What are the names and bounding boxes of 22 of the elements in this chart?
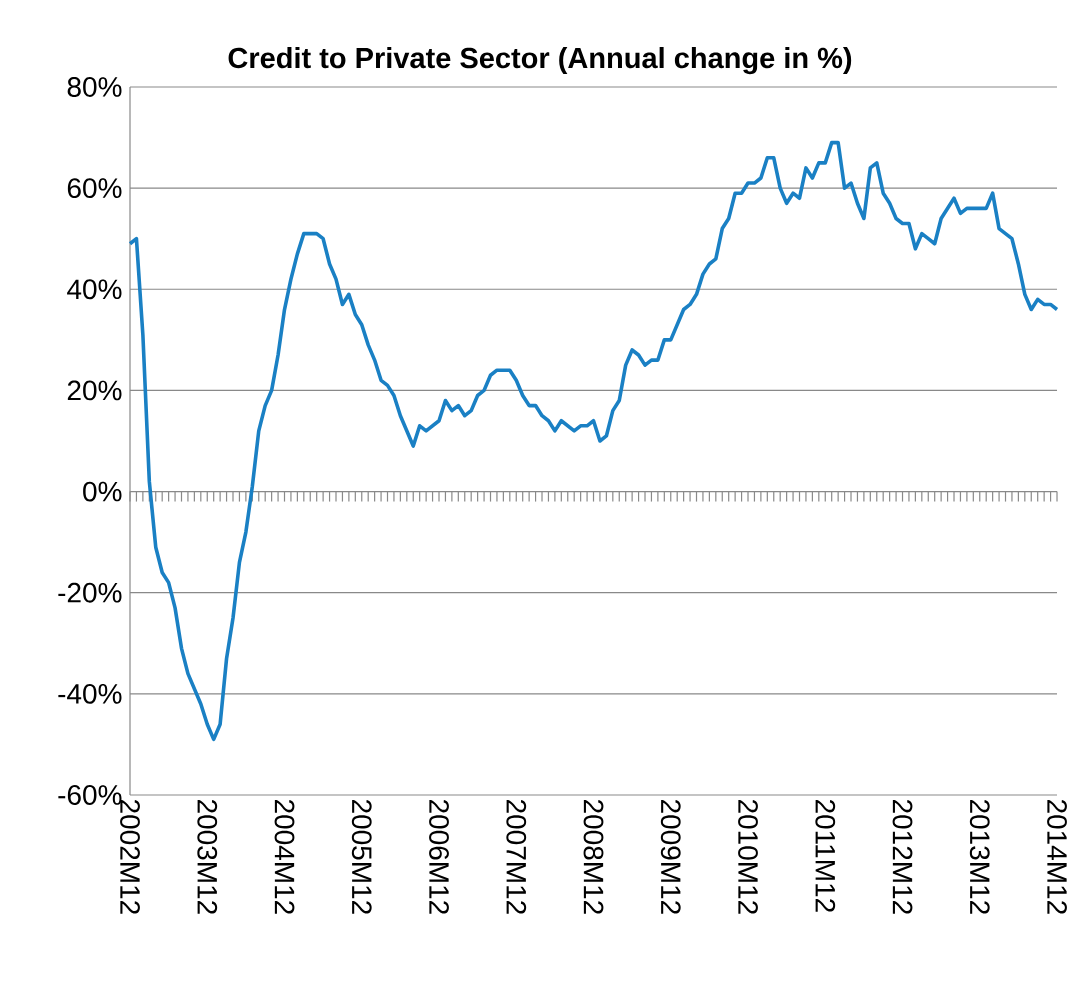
x-tick-label: 2014M12 — [1047, 799, 1067, 914]
y-tick-label: 40% — [67, 279, 122, 300]
chart-title: Credit to Private Sector (Annual change in %) — [228, 46, 852, 75]
y-tick-label: 0% — [83, 481, 122, 502]
x-tick-label: 2004M12 — [274, 799, 295, 914]
y-tick-label: 80% — [67, 77, 122, 97]
x-tick-label: 2009M12 — [660, 799, 681, 914]
x-tick-label: 2011M12 — [815, 799, 836, 912]
y-tick-label: 20% — [67, 380, 122, 401]
x-tick-label: 2008M12 — [583, 799, 604, 914]
y-tick-label: -60% — [58, 785, 122, 805]
y-tick-label: -40% — [58, 683, 122, 704]
x-tick-label: 2007M12 — [506, 799, 527, 914]
x-tick-label: 2010M12 — [738, 799, 758, 914]
x-tick-label: 2003M12 — [197, 799, 218, 914]
x-tick-label: 2012M12 — [892, 799, 913, 914]
y-tick-label: 60% — [67, 178, 122, 199]
y-tick-label: -20% — [58, 582, 122, 603]
x-tick-label: 2006M12 — [429, 799, 449, 914]
x-tick-label: 2013M12 — [969, 799, 990, 914]
x-tick-label: 2002M12 — [120, 799, 140, 914]
x-tick-label: 2005M12 — [351, 799, 372, 914]
